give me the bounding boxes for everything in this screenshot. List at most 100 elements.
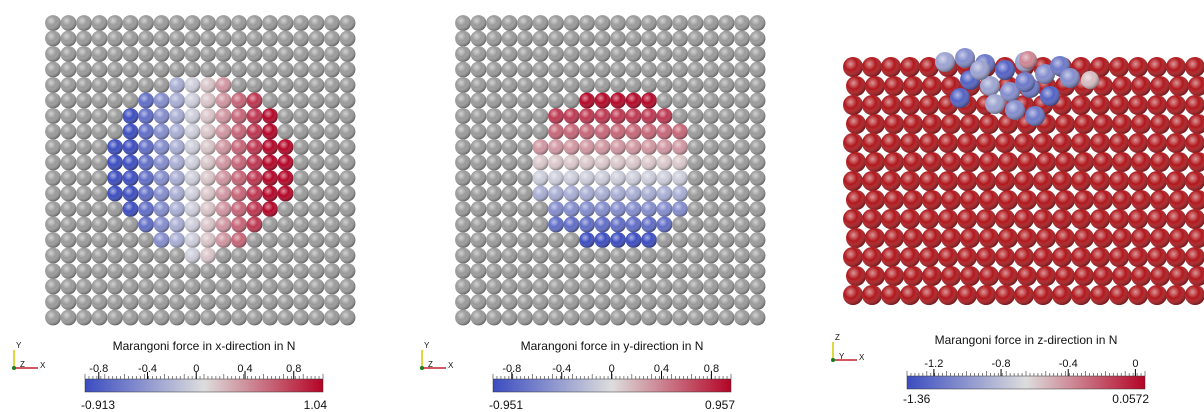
particle-shading <box>293 124 309 140</box>
particle-shading <box>703 124 719 140</box>
particle-shading <box>1060 68 1080 88</box>
particle-shading <box>1014 247 1034 267</box>
particle-shading <box>154 77 170 93</box>
particle-shading <box>61 124 77 140</box>
particle-shading <box>76 232 92 248</box>
particle-shading <box>123 77 139 93</box>
particle-shading <box>138 279 154 295</box>
particle-shading <box>486 217 502 233</box>
particle-shading <box>595 108 611 124</box>
particle-shading <box>734 139 750 155</box>
particle-shading <box>231 232 247 248</box>
particle-shading <box>455 170 471 186</box>
particle-shading <box>92 108 108 124</box>
particle-shading <box>610 263 626 279</box>
particle-shading <box>1147 209 1167 229</box>
particle-shading <box>486 155 502 171</box>
particle-shading <box>1166 57 1186 77</box>
particle-shading <box>688 263 704 279</box>
particle-shading <box>107 124 123 140</box>
particle-shading <box>61 248 77 264</box>
particle-shading <box>533 31 549 47</box>
particle-shading <box>471 232 487 248</box>
particle-shading <box>750 108 766 124</box>
particle-shading <box>293 93 309 109</box>
particle-shading <box>595 93 611 109</box>
particle-shading <box>657 248 673 264</box>
particle-shading <box>471 15 487 31</box>
particle-shading <box>471 77 487 93</box>
particle-shading <box>564 294 580 310</box>
particle-shading <box>610 279 626 295</box>
particle-shading <box>262 46 278 62</box>
particle-shading <box>247 186 263 202</box>
particle-shading <box>45 77 61 93</box>
particle-shading <box>1128 285 1148 305</box>
particle-shading <box>843 95 863 115</box>
particle-shading <box>750 15 766 31</box>
particle-shading <box>703 170 719 186</box>
particle-shading <box>595 279 611 295</box>
particle-shading <box>138 62 154 78</box>
particle-shading <box>216 170 232 186</box>
particle-shading <box>881 95 901 115</box>
particle-shading <box>185 310 201 326</box>
particle-shading <box>455 279 471 295</box>
particle-shading <box>1071 95 1091 115</box>
particle-shading <box>641 124 657 140</box>
particle-shading <box>340 31 356 47</box>
particle-shading <box>45 217 61 233</box>
particle-shading <box>154 186 170 202</box>
particle-shading <box>1166 247 1186 267</box>
particle-shading <box>455 217 471 233</box>
particle-shading <box>533 248 549 264</box>
particle-shading <box>45 139 61 155</box>
particle-shading <box>185 108 201 124</box>
particle-shading <box>976 247 996 267</box>
particle-shading <box>185 201 201 217</box>
particle-shading <box>579 108 595 124</box>
particle-shading <box>1147 95 1167 115</box>
tick-label: 0.8 <box>704 363 719 375</box>
particle-shading <box>92 279 108 295</box>
particle-shading <box>595 77 611 93</box>
particle-shading <box>1131 114 1151 134</box>
particle-shading <box>185 139 201 155</box>
particle-shading <box>262 170 278 186</box>
particle-shading <box>200 62 216 78</box>
particle-shading <box>548 93 564 109</box>
particle-shading <box>169 310 185 326</box>
particle-shading <box>138 93 154 109</box>
particle-shading <box>247 155 263 171</box>
particle-shading <box>517 108 533 124</box>
particle-shading <box>626 77 642 93</box>
particle-shading <box>979 114 999 134</box>
particle-shading <box>502 217 518 233</box>
particle-shading <box>471 170 487 186</box>
particle-shading <box>719 310 735 326</box>
particle-shading <box>1185 247 1204 267</box>
tick-label: 0.4 <box>237 363 252 375</box>
particle-shading <box>1169 114 1189 134</box>
particle-shading <box>1169 152 1189 172</box>
particle-shading <box>1074 228 1094 248</box>
particle-shading <box>641 62 657 78</box>
particle-shading <box>92 263 108 279</box>
particle-shading <box>502 93 518 109</box>
particle-shading <box>324 62 340 78</box>
particle-shading <box>1185 133 1204 153</box>
particle-shading <box>957 247 977 267</box>
particle-shading <box>231 155 247 171</box>
particle-shading <box>309 15 325 31</box>
particle-shading <box>734 46 750 62</box>
particle-shading <box>579 31 595 47</box>
particle-shading <box>154 124 170 140</box>
particle-shading <box>564 186 580 202</box>
particle-shading <box>979 190 999 210</box>
particle-shading <box>641 310 657 326</box>
particle-shading <box>881 171 901 191</box>
particle-shading <box>595 170 611 186</box>
particle-shading <box>734 186 750 202</box>
particle-shading <box>672 294 688 310</box>
particle-shading <box>123 108 139 124</box>
